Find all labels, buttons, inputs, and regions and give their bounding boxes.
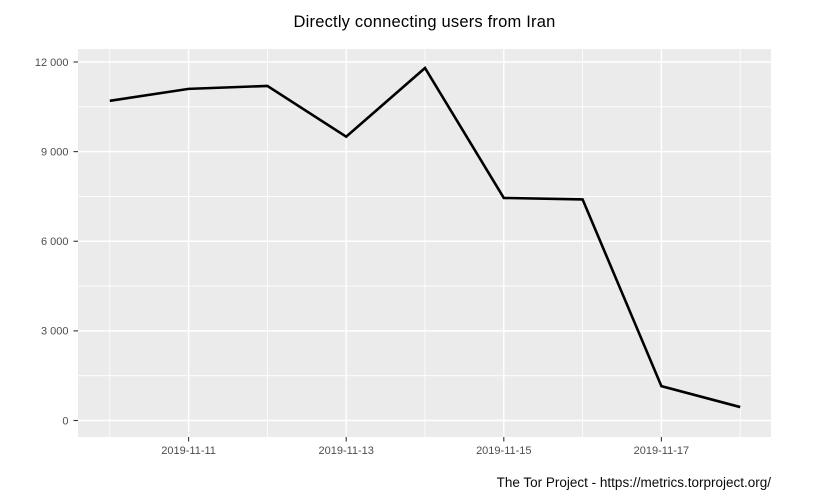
- y-tick-label: 12 000: [35, 57, 69, 69]
- x-tick-label: 2019-11-17: [634, 445, 689, 457]
- footer-credit: The Tor Project - https://metrics.torpro…: [496, 475, 771, 490]
- y-tick-label: 0: [62, 415, 68, 427]
- chart-title: Directly connecting users from Iran: [293, 13, 556, 31]
- x-tick-label: 2019-11-11: [161, 445, 216, 457]
- x-tick-label: 2019-11-15: [476, 445, 531, 457]
- y-tick-label: 9 000: [41, 146, 69, 158]
- y-tick-label: 3 000: [41, 326, 69, 338]
- x-tick-label: 2019-11-13: [318, 445, 373, 457]
- data-line: [109, 65, 741, 409]
- y-tick-label: 6 000: [41, 236, 69, 248]
